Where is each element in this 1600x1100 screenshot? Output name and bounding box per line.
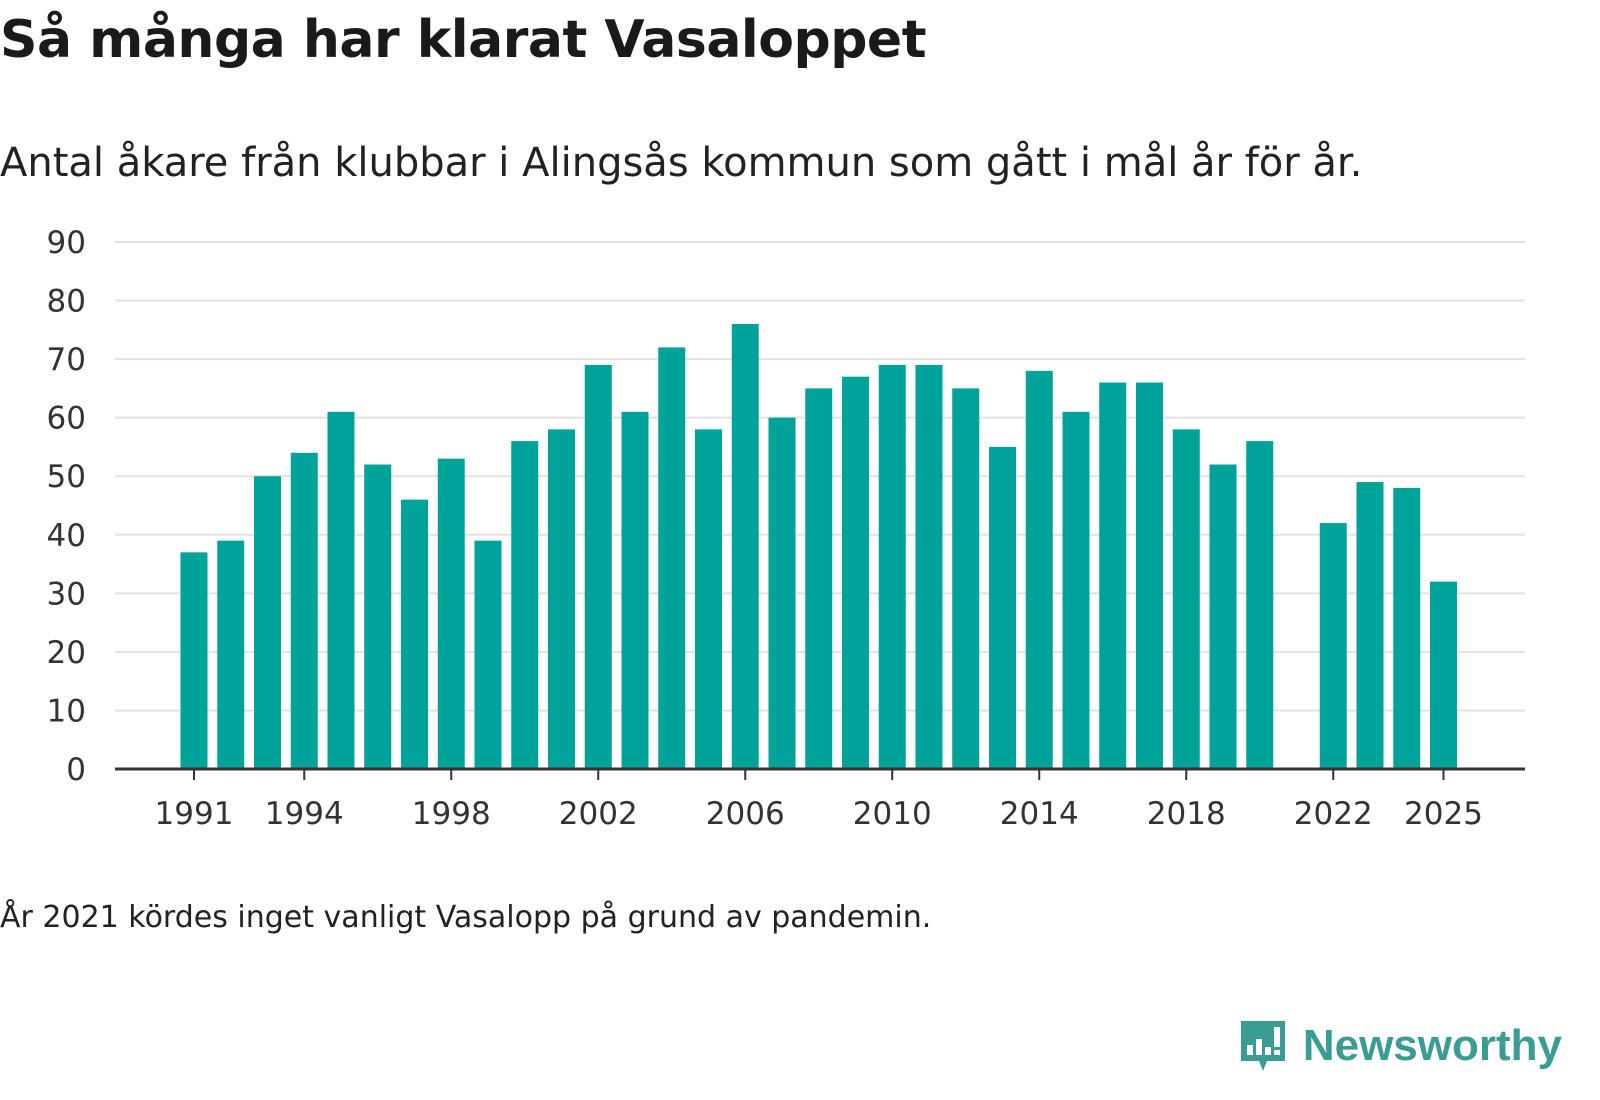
y-tick-label: 50 bbox=[47, 459, 86, 495]
y-tick-label: 10 bbox=[47, 693, 86, 729]
chart-subtitle: Antal åkare från klubbar i Alingsås komm… bbox=[0, 140, 1363, 186]
bar-2018 bbox=[1172, 429, 1200, 769]
bar-1991 bbox=[180, 552, 208, 769]
bar-1996 bbox=[364, 464, 392, 769]
bar-2005 bbox=[695, 429, 722, 769]
bar-2006 bbox=[731, 323, 759, 769]
bar-1999 bbox=[474, 540, 502, 769]
bar-2001 bbox=[548, 429, 575, 769]
x-tick-label: 2010 bbox=[853, 796, 932, 832]
bar-1992 bbox=[217, 540, 245, 769]
bar-2016 bbox=[1099, 382, 1127, 769]
brand-name: Newsworthy bbox=[1302, 1021, 1562, 1070]
newsworthy-logo: Newsworthy bbox=[1237, 1017, 1562, 1075]
y-tick-label: 0 bbox=[66, 752, 86, 788]
bar-2017 bbox=[1136, 382, 1163, 769]
bar-1995 bbox=[327, 411, 355, 769]
chart-title: Så många har klarat Vasaloppet bbox=[0, 10, 927, 70]
x-tick-label: 2006 bbox=[706, 796, 785, 832]
x-tick-label: 2022 bbox=[1294, 796, 1373, 832]
bar-2020 bbox=[1246, 441, 1274, 769]
x-tick-label: 1994 bbox=[265, 796, 344, 832]
y-tick-label: 40 bbox=[47, 518, 86, 554]
bar-1998 bbox=[437, 458, 465, 769]
bars bbox=[180, 323, 1457, 769]
axes: 0 10 20 30 40 50 60 70 80 90 1991 1994 1998 2002 2006 2… bbox=[47, 225, 1525, 832]
y-tick-label: 30 bbox=[47, 576, 86, 612]
bar-2024 bbox=[1393, 487, 1421, 769]
bar-2007 bbox=[768, 417, 796, 769]
bar-2004 bbox=[658, 347, 686, 769]
bar-2009 bbox=[842, 376, 869, 769]
bar-chart-badge-icon bbox=[1240, 1021, 1285, 1071]
bar-1993 bbox=[254, 476, 281, 769]
y-tick-label: 90 bbox=[47, 225, 86, 261]
bar-2002 bbox=[584, 364, 612, 769]
y-tick-label: 60 bbox=[47, 401, 86, 437]
x-tick-label: 1998 bbox=[412, 796, 491, 832]
bar-2022 bbox=[1319, 523, 1347, 769]
y-tick-label: 20 bbox=[47, 635, 86, 671]
bar-2011 bbox=[915, 364, 943, 769]
x-tick-label: 2018 bbox=[1147, 796, 1226, 832]
bar-2013 bbox=[989, 446, 1016, 769]
y-tick-label: 80 bbox=[47, 284, 86, 320]
bar-2025 bbox=[1430, 581, 1457, 769]
y-tick-label: 70 bbox=[47, 342, 86, 378]
bar-chart: 0 10 20 30 40 50 60 70 80 90 1991 1994 1998 2002 2006 2… bbox=[47, 225, 1525, 832]
bar-1994 bbox=[290, 452, 318, 769]
bar-2003 bbox=[621, 411, 649, 769]
x-tick-label: 2014 bbox=[1000, 796, 1079, 832]
bar-2000 bbox=[511, 441, 539, 769]
bar-2014 bbox=[1025, 370, 1053, 769]
bar-1997 bbox=[401, 499, 428, 769]
footnote: År 2021 kördes inget vanligt Vasalopp på… bbox=[0, 900, 932, 935]
x-tick-label: 2002 bbox=[559, 796, 638, 832]
bar-2012 bbox=[952, 388, 980, 769]
x-tick-label: 2025 bbox=[1404, 796, 1483, 832]
bar-2019 bbox=[1209, 464, 1237, 769]
bar-2023 bbox=[1356, 482, 1384, 769]
bar-2008 bbox=[805, 388, 833, 769]
bar-2010 bbox=[878, 364, 906, 769]
x-tick-label: 1991 bbox=[155, 796, 234, 832]
bar-2015 bbox=[1062, 411, 1090, 769]
